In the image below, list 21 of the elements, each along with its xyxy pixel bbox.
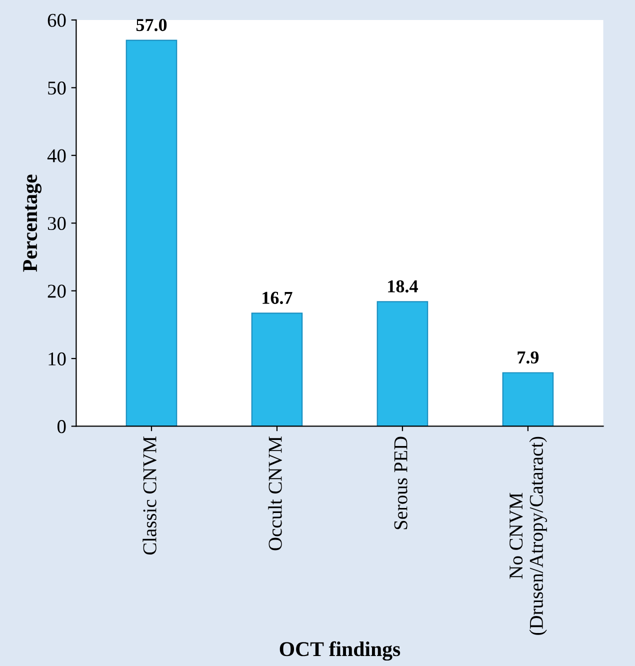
y-tick-label: 10 — [48, 352, 66, 366]
y-tick-label: 30 — [48, 216, 66, 230]
bar — [376, 301, 428, 426]
y-tick-label: 20 — [48, 284, 66, 298]
data-label: 57.0 — [136, 18, 167, 32]
bar — [502, 372, 554, 426]
y-tick-label: 40 — [47, 149, 66, 162]
bar — [251, 312, 303, 426]
x-axis-title: OCT findings — [280, 641, 400, 661]
y-tick-label: 60 — [48, 14, 66, 27]
y-tick-label: 0 — [57, 420, 66, 434]
data-label: 16.7 — [262, 292, 292, 304]
x-tick-label: No CNVM (Drusen/Atropy/Cataract) — [510, 436, 547, 635]
y-axis-title: Percentage — [23, 174, 42, 272]
x-tick-label: Occult CNVM — [268, 436, 282, 550]
data-label: 7.9 — [518, 351, 539, 364]
x-tick-label: Classic CNVM — [142, 436, 156, 555]
y-tick-label: 50 — [48, 82, 66, 95]
data-label: 18.4 — [388, 280, 418, 293]
bar — [126, 40, 178, 426]
x-tick-label: Serous PED — [394, 436, 408, 530]
